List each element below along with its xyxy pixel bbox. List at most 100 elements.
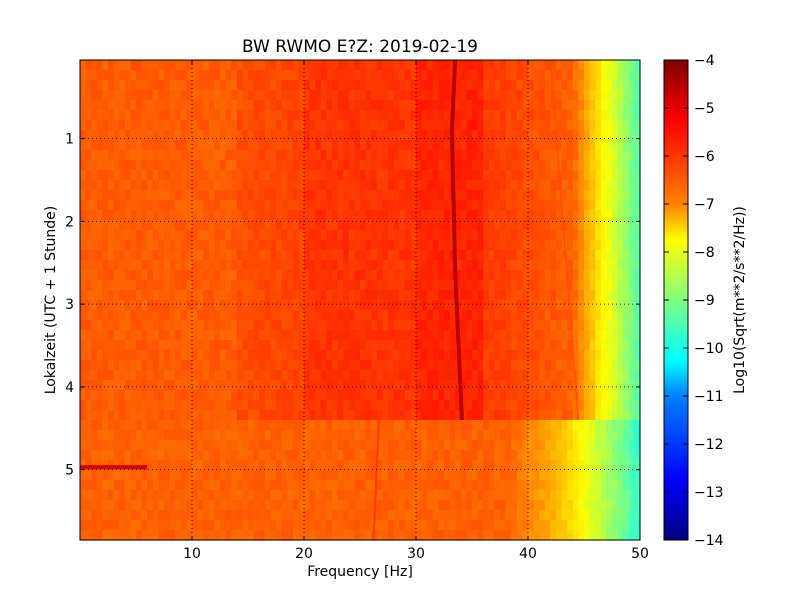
heatmap-cell bbox=[455, 280, 462, 291]
heatmap-cell bbox=[578, 240, 585, 251]
heatmap-cell bbox=[270, 330, 277, 341]
heatmap-cell bbox=[578, 230, 585, 241]
heatmap-cell bbox=[186, 170, 193, 181]
heatmap-cell bbox=[304, 340, 311, 351]
heatmap-cell bbox=[192, 130, 199, 141]
heatmap-cell bbox=[432, 340, 439, 351]
heatmap-cell bbox=[315, 80, 322, 91]
heatmap-cell bbox=[180, 500, 187, 511]
heatmap-cell bbox=[124, 250, 131, 261]
heatmap-cell bbox=[421, 160, 428, 171]
heatmap-cell bbox=[309, 150, 316, 161]
heatmap-cell bbox=[444, 440, 451, 451]
heatmap-cell bbox=[332, 360, 339, 371]
heatmap-cell bbox=[248, 270, 255, 281]
heatmap-cell bbox=[628, 530, 635, 541]
heatmap-cell bbox=[572, 300, 579, 311]
heatmap-cell bbox=[304, 430, 311, 441]
heatmap-cell bbox=[136, 500, 143, 511]
heatmap-cell bbox=[404, 420, 411, 431]
heatmap-cell bbox=[365, 160, 372, 171]
heatmap-cell bbox=[236, 470, 243, 481]
heatmap-cell bbox=[399, 260, 406, 271]
heatmap-cell bbox=[320, 450, 327, 461]
heatmap-cell bbox=[192, 120, 199, 131]
heatmap-cell bbox=[516, 200, 523, 211]
heatmap-cell bbox=[248, 230, 255, 241]
heatmap-cell bbox=[365, 420, 372, 431]
heatmap-cell bbox=[556, 230, 563, 241]
heatmap-cell bbox=[432, 290, 439, 301]
heatmap-cell bbox=[421, 100, 428, 111]
heatmap-cell bbox=[231, 360, 238, 371]
heatmap-cell bbox=[544, 450, 551, 461]
heatmap-cell bbox=[617, 70, 624, 81]
heatmap-cell bbox=[556, 210, 563, 221]
heatmap-cell bbox=[572, 480, 579, 491]
heatmap-cell bbox=[152, 530, 159, 541]
heatmap-cell bbox=[169, 320, 176, 331]
heatmap-cell bbox=[236, 270, 243, 281]
heatmap-cell bbox=[623, 460, 630, 471]
heatmap-cell bbox=[404, 210, 411, 221]
heatmap-cell bbox=[606, 270, 613, 281]
heatmap-cell bbox=[124, 170, 131, 181]
heatmap-cell bbox=[91, 120, 98, 131]
heatmap-cell bbox=[180, 490, 187, 501]
heatmap-cell bbox=[108, 380, 115, 391]
heatmap-cell bbox=[298, 510, 305, 521]
heatmap-cell bbox=[589, 190, 596, 201]
heatmap-cell bbox=[511, 360, 518, 371]
heatmap-cell bbox=[416, 490, 423, 501]
heatmap-cell bbox=[376, 250, 383, 261]
heatmap-cell bbox=[600, 530, 607, 541]
heatmap-cell bbox=[416, 510, 423, 521]
heatmap-cell bbox=[528, 230, 535, 241]
heatmap-cell bbox=[242, 530, 249, 541]
heatmap-cell bbox=[511, 250, 518, 261]
heatmap-cell bbox=[539, 500, 546, 511]
heatmap-cell bbox=[393, 230, 400, 241]
heatmap-cell bbox=[432, 200, 439, 211]
heatmap-cell bbox=[158, 370, 165, 381]
heatmap-cell bbox=[488, 170, 495, 181]
heatmap-cell bbox=[192, 220, 199, 231]
heatmap-cell bbox=[578, 70, 585, 81]
heatmap-cell bbox=[522, 160, 529, 171]
heatmap-cell bbox=[421, 170, 428, 181]
heatmap-cell bbox=[539, 200, 546, 211]
heatmap-cell bbox=[505, 70, 512, 81]
heatmap-cell bbox=[427, 150, 434, 161]
heatmap-cell bbox=[309, 120, 316, 131]
heatmap-cell bbox=[326, 120, 333, 131]
heatmap-cell bbox=[539, 510, 546, 521]
heatmap-cell bbox=[628, 150, 635, 161]
heatmap-cell bbox=[192, 530, 199, 541]
heatmap-cell bbox=[119, 210, 126, 221]
heatmap-cell bbox=[113, 420, 120, 431]
heatmap-cell bbox=[130, 170, 137, 181]
heatmap-cell bbox=[477, 460, 484, 471]
heatmap-cell bbox=[203, 170, 210, 181]
heatmap-cell bbox=[432, 230, 439, 241]
heatmap-cell bbox=[276, 90, 283, 101]
heatmap-cell bbox=[488, 240, 495, 251]
heatmap-cell bbox=[623, 280, 630, 291]
heatmap-cell bbox=[259, 200, 266, 211]
heatmap-cell bbox=[124, 440, 131, 451]
heatmap-cell bbox=[516, 230, 523, 241]
heatmap-cell bbox=[500, 320, 507, 331]
heatmap-cell bbox=[158, 460, 165, 471]
heatmap-cell bbox=[612, 150, 619, 161]
heatmap-cell bbox=[617, 240, 624, 251]
heatmap-cell bbox=[136, 140, 143, 151]
heatmap-cell bbox=[287, 270, 294, 281]
heatmap-cell bbox=[634, 260, 641, 271]
heatmap-cell bbox=[600, 210, 607, 221]
heatmap-cell bbox=[220, 120, 227, 131]
heatmap-cell bbox=[623, 530, 630, 541]
heatmap-cell bbox=[600, 290, 607, 301]
heatmap-cell bbox=[152, 250, 159, 261]
heatmap-cell bbox=[595, 70, 602, 81]
heatmap-cell bbox=[214, 510, 221, 521]
